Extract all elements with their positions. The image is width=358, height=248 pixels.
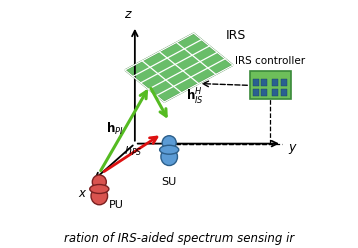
- Ellipse shape: [91, 187, 108, 205]
- Text: ration of IRS-aided spectrum sensing ir: ration of IRS-aided spectrum sensing ir: [64, 232, 294, 245]
- Text: SU: SU: [161, 177, 177, 187]
- Text: $y$: $y$: [288, 142, 298, 155]
- FancyBboxPatch shape: [252, 89, 259, 96]
- FancyBboxPatch shape: [272, 89, 278, 96]
- Text: IRS controller: IRS controller: [235, 56, 305, 66]
- Text: $x$: $x$: [78, 186, 87, 200]
- FancyBboxPatch shape: [252, 79, 259, 86]
- Polygon shape: [125, 33, 233, 102]
- Text: IRS: IRS: [226, 29, 246, 42]
- Text: $z$: $z$: [124, 8, 133, 21]
- Text: PU: PU: [109, 200, 124, 210]
- Ellipse shape: [90, 185, 109, 193]
- FancyBboxPatch shape: [250, 71, 291, 99]
- Text: $\mathbf{h}_{IS}^{H}$: $\mathbf{h}_{IS}^{H}$: [187, 87, 204, 107]
- Text: $h_{PS}$: $h_{PS}$: [125, 145, 143, 158]
- FancyBboxPatch shape: [261, 89, 267, 96]
- FancyBboxPatch shape: [261, 79, 267, 86]
- Ellipse shape: [161, 148, 178, 165]
- Text: $\mathbf{h}_{PI}$: $\mathbf{h}_{PI}$: [106, 121, 124, 137]
- FancyBboxPatch shape: [281, 79, 287, 86]
- Ellipse shape: [160, 145, 179, 154]
- FancyBboxPatch shape: [281, 89, 287, 96]
- FancyBboxPatch shape: [272, 79, 278, 86]
- Circle shape: [92, 175, 106, 189]
- Circle shape: [162, 136, 176, 150]
